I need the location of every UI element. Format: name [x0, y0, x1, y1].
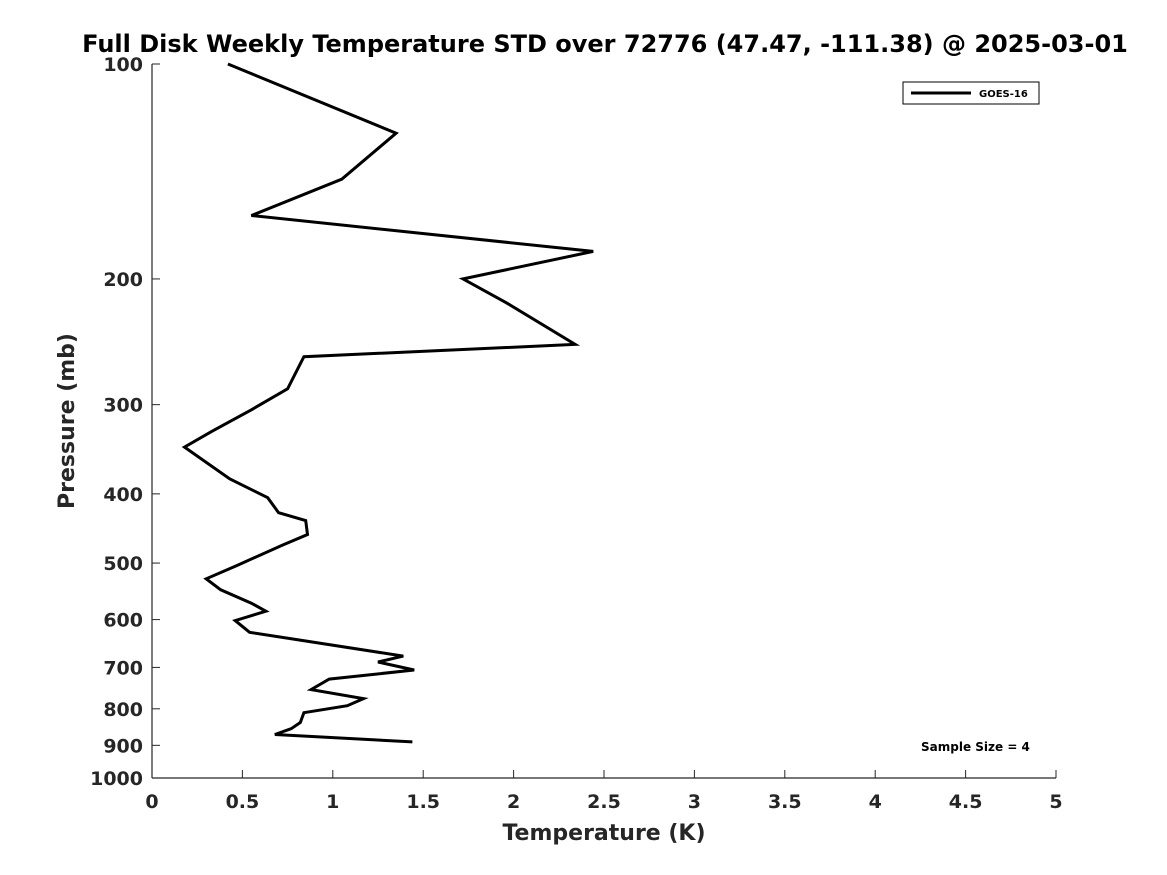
y-tick-label: 800 — [103, 699, 143, 721]
sample-size-annotation: Sample Size = 4 — [921, 740, 1030, 754]
y-tick-label: 700 — [103, 657, 143, 679]
series-line-goes-16 — [181, 62, 594, 744]
x-tick-label: 2.5 — [587, 791, 621, 813]
x-tick-label: 5 — [1049, 791, 1062, 813]
legend: GOES-16 — [902, 81, 1040, 105]
y-tick-label: 500 — [103, 553, 143, 575]
y-tick-label: 400 — [103, 484, 143, 506]
x-tick-label: 0 — [145, 791, 158, 813]
x-tick-label: 4.5 — [949, 791, 983, 813]
series-layer — [181, 62, 594, 744]
y-tick-label: 1000 — [90, 768, 143, 790]
x-tick-label: 1 — [326, 791, 339, 813]
x-axis-ticks: 0 0.5 1 1.5 2 2.5 3 3.5 4 4.5 5 — [145, 770, 1063, 813]
x-tick-label: 3.5 — [768, 791, 802, 813]
legend-label-goes-16: GOES-16 — [979, 89, 1028, 100]
x-axis-label: Temperature (K) — [502, 821, 705, 846]
y-axis-label: Pressure (mb) — [55, 333, 80, 509]
y-tick-label: 600 — [103, 610, 143, 632]
y-tick-label: 300 — [103, 395, 143, 417]
y-tick-label: 100 — [103, 54, 143, 76]
axes-frame — [151, 64, 1056, 779]
x-tick-label: 0.5 — [226, 791, 260, 813]
y-tick-label: 200 — [103, 269, 143, 291]
x-tick-label: 4 — [869, 791, 882, 813]
x-tick-label: 1.5 — [406, 791, 440, 813]
y-tick-label: 900 — [103, 735, 143, 757]
x-tick-label: 2 — [507, 791, 520, 813]
chart-title: Full Disk Weekly Temperature STD over 72… — [82, 30, 1128, 58]
y-axis-ticks: 100 200 300 400 500 600 700 800 900 1000 — [90, 54, 160, 790]
x-tick-label: 3 — [688, 791, 701, 813]
